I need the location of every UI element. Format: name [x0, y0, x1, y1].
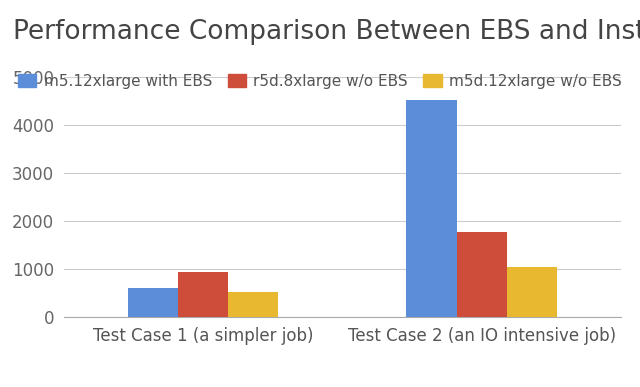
- Bar: [178, 272, 228, 317]
- Bar: [228, 292, 278, 317]
- Bar: [128, 288, 178, 317]
- Legend: m5.12xlarge with EBS, r5d.8xlarge w/o EBS, m5d.12xlarge w/o EBS: m5.12xlarge with EBS, r5d.8xlarge w/o EB…: [12, 68, 628, 95]
- Bar: [507, 267, 557, 317]
- Bar: [456, 232, 507, 317]
- Bar: [406, 101, 456, 317]
- Text: Performance Comparison Between EBS and Instance Store: Performance Comparison Between EBS and I…: [13, 19, 640, 45]
